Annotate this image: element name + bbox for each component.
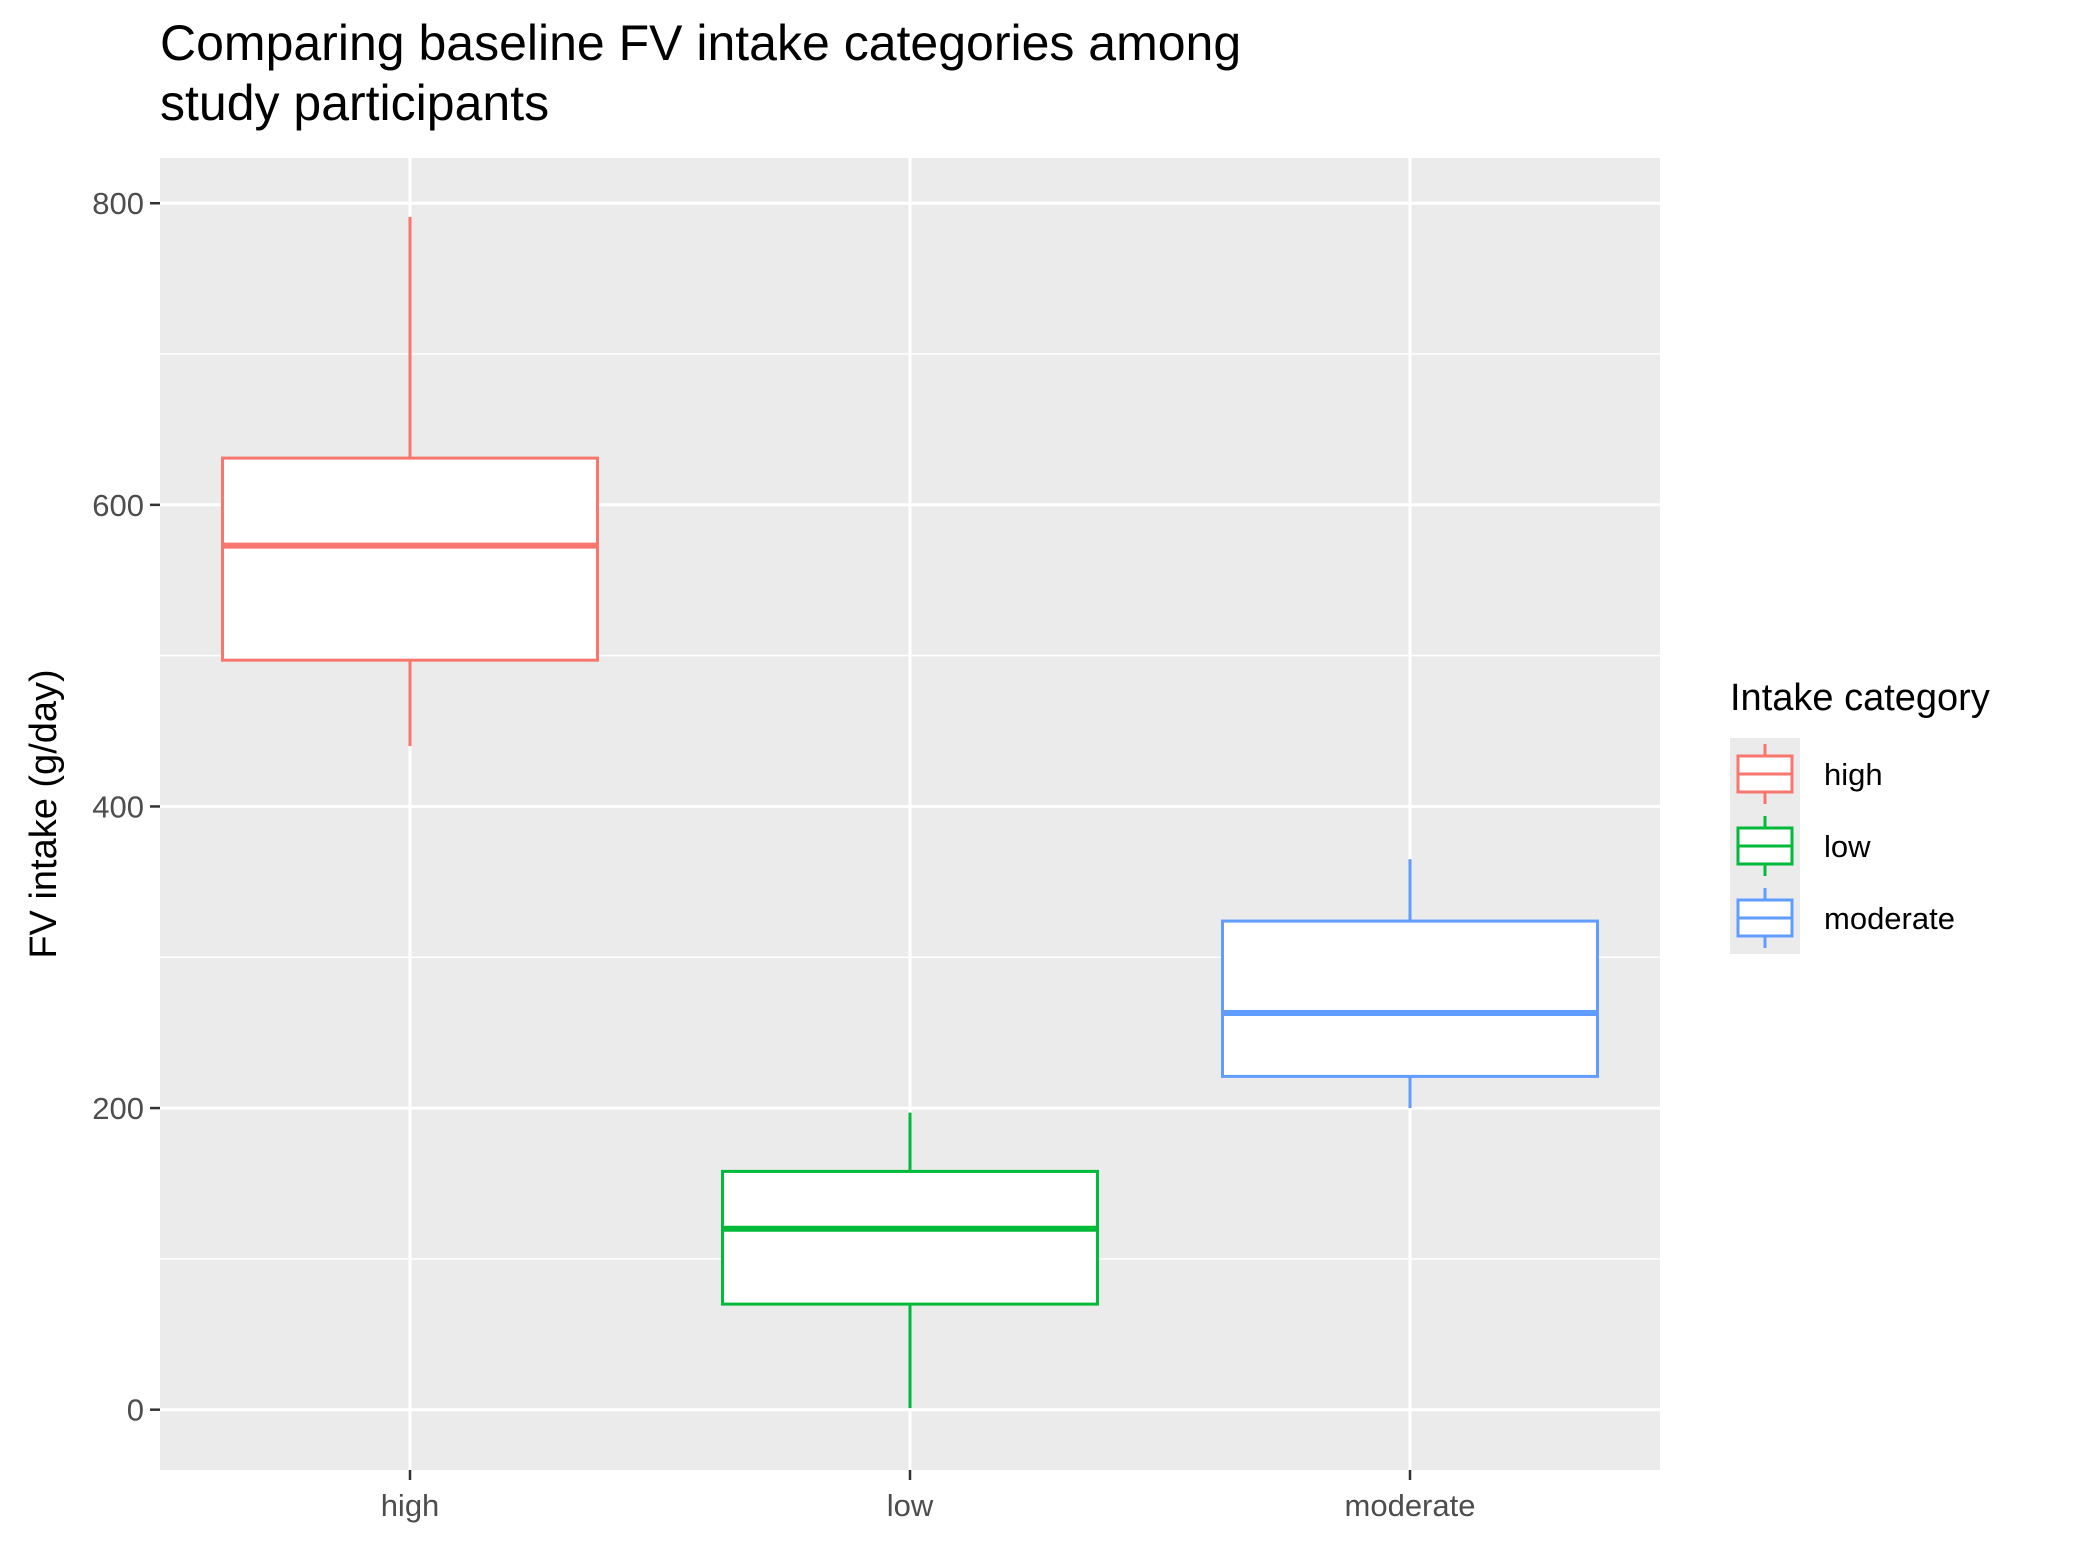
- box-iqr-moderate: [1221, 919, 1599, 1078]
- x-tick-label-high: high: [381, 1488, 440, 1523]
- legend-title: Intake category: [1730, 677, 1990, 719]
- legend-key-low: [1736, 816, 1794, 876]
- box-low: [721, 1112, 1099, 1409]
- legend-label-moderate: moderate: [1824, 901, 1955, 936]
- legend-key-moderate: [1736, 888, 1794, 948]
- y-axis: 0 200 400 600 800: [92, 186, 160, 1428]
- chart-title-line-2: study participants: [160, 75, 549, 131]
- y-tick-label-0: 0: [127, 1393, 144, 1428]
- y-tick-label-400: 400: [92, 789, 144, 824]
- legend: Intake category high low moderate: [1730, 677, 1990, 954]
- chart-title-line-1: Comparing baseline FV intake categories …: [160, 15, 1241, 71]
- box-moderate: [1221, 859, 1599, 1109]
- legend-key-high: [1736, 744, 1794, 804]
- box-high: [221, 216, 599, 747]
- x-axis: high low moderate: [381, 1470, 1476, 1523]
- y-axis-title: FV intake (g/day): [23, 669, 65, 958]
- box-iqr-low: [721, 1169, 1099, 1306]
- y-tick-label-600: 600: [92, 488, 144, 523]
- y-tick-label-800: 800: [92, 186, 144, 221]
- x-tick-label-moderate: moderate: [1345, 1488, 1476, 1523]
- boxplot-series: [221, 216, 1599, 1409]
- x-tick-label-low: low: [887, 1488, 934, 1523]
- legend-label-low: low: [1824, 829, 1871, 864]
- y-tick-label-200: 200: [92, 1091, 144, 1126]
- legend-label-high: high: [1824, 757, 1883, 792]
- box-iqr-high: [221, 456, 599, 662]
